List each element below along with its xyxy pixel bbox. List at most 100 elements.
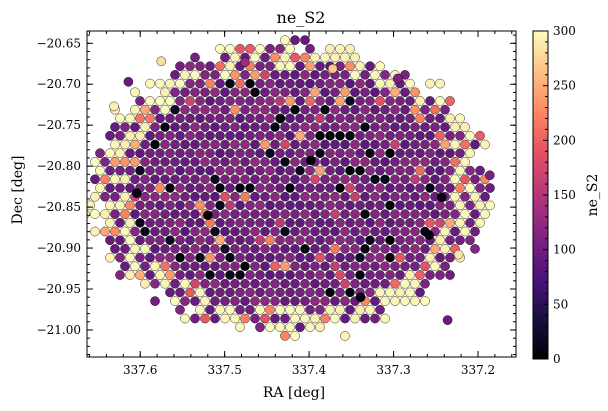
data-point [220, 139, 230, 150]
data-point [270, 87, 280, 98]
data-point [330, 191, 340, 202]
data-point [110, 209, 120, 219]
data-point [135, 217, 145, 228]
data-point [355, 252, 365, 263]
data-point [440, 174, 450, 185]
data-point [310, 122, 320, 132]
data-point [345, 78, 355, 89]
data-point [260, 70, 270, 80]
data-point [395, 200, 405, 211]
data-point [180, 296, 190, 306]
data-point [327, 63, 338, 74]
data-point [315, 183, 325, 193]
data-point [305, 96, 315, 106]
data-point [135, 113, 145, 124]
data-point [155, 165, 165, 176]
data-point [270, 70, 280, 80]
data-point [285, 235, 295, 245]
data-point [90, 191, 100, 202]
data-point [255, 165, 265, 176]
data-point [195, 200, 205, 211]
data-point [235, 322, 245, 333]
data-point [255, 217, 265, 228]
data-point [400, 278, 410, 289]
data-point [365, 217, 375, 228]
data-point [355, 235, 365, 245]
data-point [305, 270, 315, 280]
data-point [215, 130, 225, 141]
data-point [130, 104, 140, 115]
data-point [195, 78, 205, 89]
data-point [300, 261, 310, 272]
data-point [220, 261, 230, 272]
data-point [335, 44, 345, 54]
data-point [255, 113, 265, 124]
data-point [435, 148, 445, 158]
data-point [380, 191, 390, 202]
data-point [405, 235, 415, 245]
data-point [145, 183, 155, 193]
data-point [290, 261, 300, 272]
data-point [450, 139, 460, 150]
data-point [285, 200, 295, 211]
data-point [190, 70, 200, 80]
data-point [160, 244, 170, 254]
data-point [245, 96, 255, 106]
data-point [135, 165, 145, 176]
data-point [130, 261, 140, 272]
data-point [170, 191, 180, 202]
data-point [125, 148, 135, 158]
data-point [360, 209, 370, 219]
data-point [415, 183, 425, 193]
data-point [380, 278, 390, 289]
data-point [175, 96, 185, 106]
data-point [250, 122, 260, 132]
data-point [230, 139, 240, 150]
data-point [430, 244, 440, 254]
data-point [310, 244, 320, 254]
data-point [460, 174, 470, 185]
data-point [255, 235, 265, 245]
plot-frame [86, 30, 517, 358]
data-point [130, 157, 140, 167]
data-point [305, 217, 315, 228]
data-point [355, 148, 365, 158]
data-point [355, 200, 365, 211]
data-point [250, 157, 260, 167]
data-point [180, 139, 190, 150]
y-tick-label: −20.90 [37, 241, 81, 255]
data-point [370, 139, 380, 150]
data-point [270, 191, 280, 202]
data-point [225, 304, 235, 315]
data-point [290, 174, 300, 185]
data-point [145, 217, 155, 228]
data-point [180, 122, 190, 132]
data-point [305, 165, 315, 176]
data-point [295, 287, 305, 298]
data-point [395, 148, 405, 158]
data-point [140, 122, 150, 132]
data-point [155, 96, 165, 106]
data-point [405, 96, 415, 106]
data-point [200, 157, 210, 167]
data-point [325, 270, 335, 280]
data-point [280, 104, 290, 115]
data-point [120, 174, 130, 185]
data-point [360, 278, 370, 289]
data-point [355, 304, 365, 315]
data-point [255, 252, 265, 263]
data-point [430, 122, 440, 132]
data-point [280, 35, 290, 45]
data-point [365, 130, 375, 141]
data-point [420, 157, 430, 167]
data-point [270, 52, 280, 63]
data-point [285, 113, 295, 124]
data-point [340, 104, 350, 115]
data-point [225, 200, 235, 211]
data-point [290, 157, 300, 167]
data-point [390, 122, 400, 132]
data-point [275, 287, 285, 298]
data-point [430, 261, 440, 272]
data-point [470, 191, 480, 202]
data-point [195, 287, 205, 298]
